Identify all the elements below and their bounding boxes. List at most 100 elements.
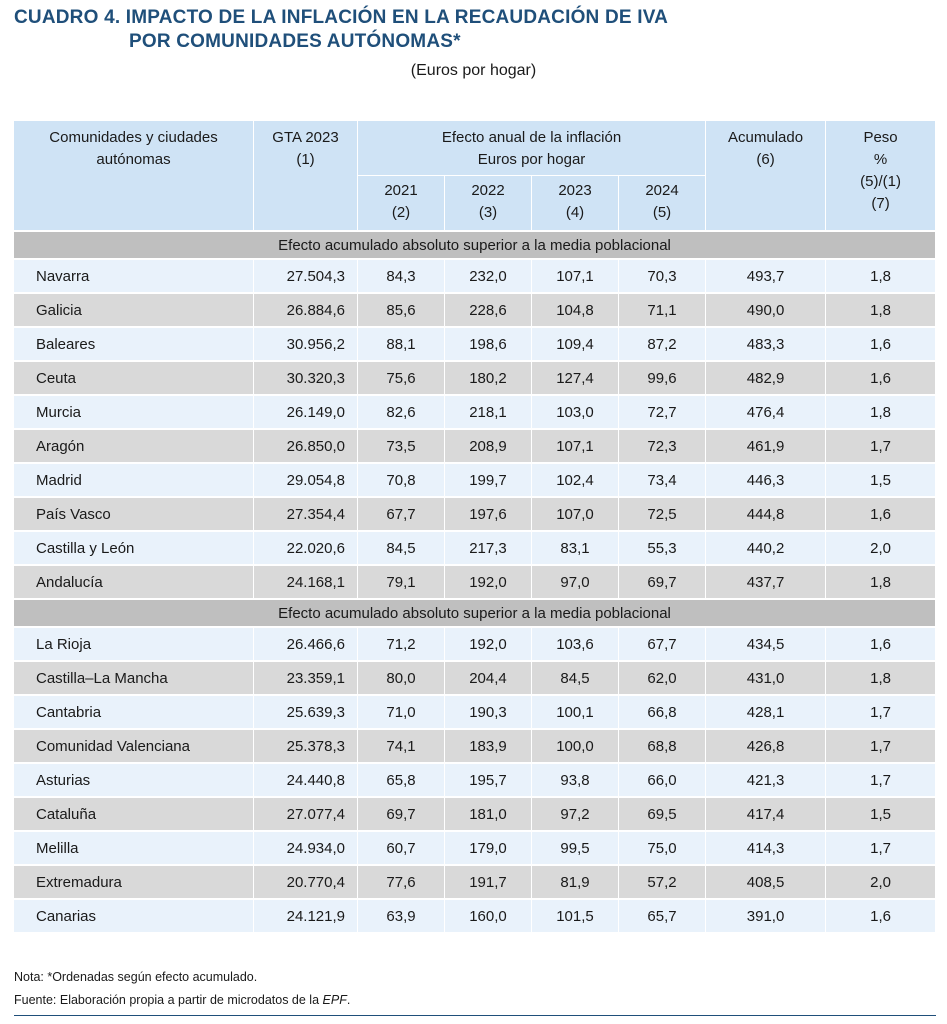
cell-acumulado: 446,3 (705, 463, 827, 498)
cell-peso: 1,7 (825, 729, 937, 764)
cell-acumulado: 476,4 (705, 395, 827, 430)
table-row: Canarias 24.121,9 63,9 160,0 101,5 65,7 391,0 1… (13, 899, 937, 934)
cell-region: Melilla (13, 831, 254, 866)
cell-gta: 30.320,3 (253, 361, 358, 396)
table-row: Cantabria 25.639,3 71,0 190,3 100,1 66,8 428,1… (13, 695, 937, 730)
cell-region: Castilla–La Mancha (13, 661, 254, 696)
table-row: Navarra 27.504,3 84,3 232,0 107,1 70,3 493,7 1,… (13, 259, 937, 294)
cell-2022: 181,0 (444, 797, 532, 832)
cell-2023: 83,1 (531, 531, 619, 566)
cell-region: Murcia (13, 395, 254, 430)
cell-gta: 22.020,6 (253, 531, 358, 566)
cell-peso: 1,7 (825, 695, 937, 730)
cell-peso: 1,5 (825, 797, 937, 832)
cell-2022: 198,6 (444, 327, 532, 362)
cell-2024: 73,4 (617, 463, 707, 498)
cell-region: Comunidad Valenciana (13, 729, 254, 764)
year-ref: (2) (391, 204, 411, 221)
table-row: Cataluña 27.077,4 69,7 181,0 97,2 69,5 417,4 1,… (13, 797, 937, 832)
cell-region: Andalucía (13, 565, 254, 600)
cell-2022: 232,0 (444, 259, 532, 294)
cell-2024: 75,0 (617, 831, 707, 866)
header-peso-label: Peso (863, 129, 898, 146)
cell-2023: 127,4 (531, 361, 619, 396)
cell-region: Aragón (13, 429, 254, 464)
cell-gta: 26.466,6 (253, 627, 358, 662)
header-region: Comunidades y ciudades autónomas (13, 121, 254, 231)
cell-acumulado: 444,8 (705, 497, 827, 532)
subtitle-text: (Euros por hogar) (410, 62, 537, 79)
table-notes: Nota: *Ordenadas según efecto acumulado.… (14, 966, 350, 1012)
cell-2023: 93,8 (531, 763, 619, 798)
cell-acumulado: 490,0 (705, 293, 827, 328)
cell-region: Cataluña (13, 797, 254, 832)
cell-2021: 69,7 (357, 797, 445, 832)
cell-2024: 69,7 (617, 565, 707, 600)
cell-peso: 1,8 (825, 293, 937, 328)
cell-2022: 199,7 (444, 463, 532, 498)
source-line: Fuente: Elaboración propia a partir de m… (14, 989, 350, 1012)
cell-gta: 29.054,8 (253, 463, 358, 498)
cell-peso: 1,6 (825, 627, 937, 662)
table-row: Madrid 29.054,8 70,8 199,7 102,4 73,4 446,3 1,5 (13, 463, 937, 498)
cell-peso: 1,7 (825, 763, 937, 798)
cell-acumulado: 417,4 (705, 797, 827, 832)
cell-peso: 1,7 (825, 831, 937, 866)
cell-2024: 72,3 (617, 429, 707, 464)
cell-2022: 208,9 (444, 429, 532, 464)
section-header-row: Efecto acumulado absoluto superior a la … (12, 230, 937, 260)
cell-2021: 85,6 (357, 293, 445, 328)
cell-peso: 1,5 (825, 463, 937, 498)
table-title: CUADRO 4. IMPACTO DE LA INFLACIÓN EN LA … (14, 6, 668, 54)
cell-gta: 30.956,2 (253, 327, 358, 362)
cell-acumulado: 391,0 (705, 899, 827, 934)
cell-2024: 67,7 (617, 627, 707, 662)
header-effect: Efecto anual de la inflación Euros por h… (356, 121, 707, 176)
cell-2024: 70,3 (617, 259, 707, 294)
table-body: Efecto acumulado absoluto superior a la … (12, 230, 937, 934)
cell-2024: 99,6 (617, 361, 707, 396)
cell-2021: 88,1 (357, 327, 445, 362)
cell-peso: 1,6 (825, 899, 937, 934)
year-ref: (3) (478, 204, 498, 221)
table-header: Comunidades y ciudades autónomas GTA 202… (13, 121, 937, 231)
cell-2021: 71,0 (357, 695, 445, 730)
header-region-label: Comunidades y ciudades autónomas (49, 129, 218, 168)
header-peso: Peso % (5)/(1) (7) (825, 121, 937, 231)
cell-acumulado: 414,3 (705, 831, 827, 866)
table-title-line2: POR COMUNIDADES AUTÓNOMAS* (129, 31, 461, 52)
cell-acumulado: 440,2 (705, 531, 827, 566)
cell-2023: 100,1 (531, 695, 619, 730)
cell-2021: 79,1 (357, 565, 445, 600)
cell-peso: 1,6 (825, 327, 937, 362)
source-prefix: Fuente: Elaboración propia a partir de m… (14, 993, 323, 1007)
cell-gta: 24.440,8 (253, 763, 358, 798)
cell-2022: 217,3 (444, 531, 532, 566)
cell-peso: 2,0 (825, 531, 937, 566)
cell-2021: 67,7 (357, 497, 445, 532)
source-epf: EPF (322, 993, 347, 1007)
year-ref: (5) (652, 204, 672, 221)
cell-region: Extremadura (13, 865, 254, 900)
cell-region: Ceuta (13, 361, 254, 396)
cell-acumulado: 426,8 (705, 729, 827, 764)
cell-2024: 68,8 (617, 729, 707, 764)
table-subtitle: (Euros por hogar) (0, 62, 947, 80)
cell-2022: 192,0 (444, 565, 532, 600)
cell-acumulado: 434,5 (705, 627, 827, 662)
cell-acumulado: 493,7 (705, 259, 827, 294)
cell-region: País Vasco (13, 497, 254, 532)
cell-2024: 66,0 (617, 763, 707, 798)
vat-inflation-table: Comunidades y ciudades autónomas GTA 202… (12, 121, 937, 934)
source-suffix: . (346, 993, 351, 1007)
cell-region: Madrid (13, 463, 254, 498)
cell-2021: 63,9 (357, 899, 445, 934)
cell-2022: 218,1 (444, 395, 532, 430)
cell-2021: 71,2 (357, 627, 445, 662)
table-row: Comunidad Valenciana 25.378,3 74,1 183,9 100… (13, 729, 937, 764)
table-row: Baleares 30.956,2 88,1 198,6 109,4 87,2 483,3 1… (13, 327, 937, 362)
cell-2024: 65,7 (617, 899, 707, 934)
header-acum-ref: (6) (756, 151, 775, 168)
cell-region: Canarias (13, 899, 254, 934)
cell-gta: 27.354,4 (253, 497, 358, 532)
